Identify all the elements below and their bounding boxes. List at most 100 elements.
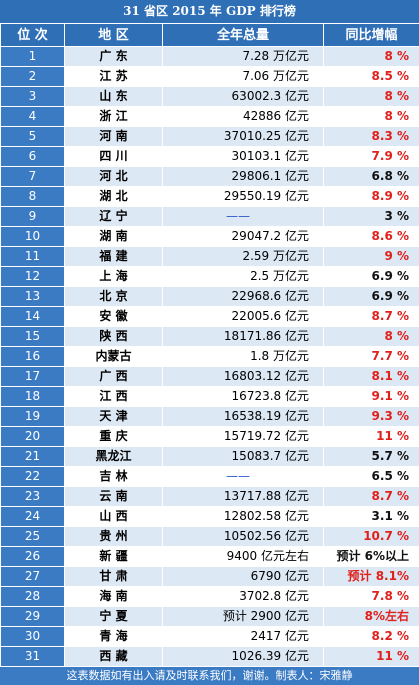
rank-cell: 6	[1, 147, 65, 167]
growth-cell: 8.7 %	[324, 487, 419, 507]
region-cell: 山 西	[65, 507, 163, 527]
total-cell: 13717.88 亿元	[163, 487, 324, 507]
table-title: 31 省区 2015 年 GDP 排行榜	[0, 0, 419, 23]
total-cell: 3702.8 亿元	[163, 587, 324, 607]
rank-cell: 23	[1, 487, 65, 507]
region-cell: 云 南	[65, 487, 163, 507]
total-cell: 7.06 万亿元	[163, 67, 324, 87]
total-cell: 9400 亿元左右	[163, 547, 324, 567]
region-cell: 湖 北	[65, 187, 163, 207]
region-cell: 江 苏	[65, 67, 163, 87]
growth-cell: 7.9 %	[324, 147, 419, 167]
rank-cell: 16	[1, 347, 65, 367]
growth-cell: 6.9 %	[324, 267, 419, 287]
rank-cell: 30	[1, 627, 65, 647]
growth-cell: 7.8 %	[324, 587, 419, 607]
total-cell: 1026.39 亿元	[163, 647, 324, 667]
total-cell: 16538.19 亿元	[163, 407, 324, 427]
total-cell: 16803.12 亿元	[163, 367, 324, 387]
region-cell: 贵 州	[65, 527, 163, 547]
growth-cell: 预计 6%以上	[324, 547, 419, 567]
region-cell: 广 西	[65, 367, 163, 387]
region-cell: 新 疆	[65, 547, 163, 567]
growth-cell: 6.5 %	[324, 467, 419, 487]
rank-cell: 11	[1, 247, 65, 267]
header-row: 位 次 地 区 全年总量 同比增幅	[1, 24, 419, 47]
rank-cell: 27	[1, 567, 65, 587]
growth-cell: 8.1 %	[324, 367, 419, 387]
rank-cell: 29	[1, 607, 65, 627]
rank-cell: 18	[1, 387, 65, 407]
total-cell: 预计 2900 亿元	[163, 607, 324, 627]
growth-cell: 9 %	[324, 247, 419, 267]
growth-cell: 8 %	[324, 327, 419, 347]
growth-cell: 7.7 %	[324, 347, 419, 367]
rank-cell: 2	[1, 67, 65, 87]
region-cell: 福 建	[65, 247, 163, 267]
region-cell: 西 藏	[65, 647, 163, 667]
region-cell: 黑龙江	[65, 447, 163, 467]
growth-cell: 5.7 %	[324, 447, 419, 467]
column-header: 全年总量	[163, 24, 324, 47]
region-cell: 四 川	[65, 147, 163, 167]
rank-cell: 20	[1, 427, 65, 447]
region-cell: 安 徽	[65, 307, 163, 327]
growth-cell: 9.3 %	[324, 407, 419, 427]
growth-cell: 8 %	[324, 107, 419, 127]
total-cell: ——	[163, 467, 324, 487]
total-cell: 10502.56 亿元	[163, 527, 324, 547]
rank-cell: 12	[1, 267, 65, 287]
growth-cell: 8.6 %	[324, 227, 419, 247]
region-cell: 吉 林	[65, 467, 163, 487]
rank-cell: 10	[1, 227, 65, 247]
region-cell: 内蒙古	[65, 347, 163, 367]
total-cell: 1.8 万亿元	[163, 347, 324, 367]
column-header: 位 次	[1, 24, 65, 47]
total-cell: 15719.72 亿元	[163, 427, 324, 447]
region-cell: 广 东	[65, 47, 163, 67]
rank-cell: 13	[1, 287, 65, 307]
region-cell: 北 京	[65, 287, 163, 307]
total-cell: 2.59 万亿元	[163, 247, 324, 267]
growth-cell: 9.1 %	[324, 387, 419, 407]
total-cell: 29806.1 亿元	[163, 167, 324, 187]
footer-note: 这表数据如有出入请及时联系我们，谢谢。制表人：宋雅静	[0, 667, 419, 685]
region-cell: 河 北	[65, 167, 163, 187]
total-cell: 29047.2 亿元	[163, 227, 324, 247]
rank-cell: 17	[1, 367, 65, 387]
rank-cell: 9	[1, 207, 65, 227]
region-cell: 天 津	[65, 407, 163, 427]
rank-cell: 22	[1, 467, 65, 487]
total-cell: 15083.7 亿元	[163, 447, 324, 467]
rank-cell: 28	[1, 587, 65, 607]
total-cell: 37010.25 亿元	[163, 127, 324, 147]
region-cell: 宁 夏	[65, 607, 163, 627]
region-cell: 浙 江	[65, 107, 163, 127]
total-cell: 29550.19 亿元	[163, 187, 324, 207]
growth-cell: 11 %	[324, 647, 419, 667]
growth-cell: 8.5 %	[324, 67, 419, 87]
total-cell: ——	[163, 207, 324, 227]
growth-cell: 3 %	[324, 207, 419, 227]
total-cell: 6790 亿元	[163, 567, 324, 587]
growth-cell: 8.3 %	[324, 127, 419, 147]
